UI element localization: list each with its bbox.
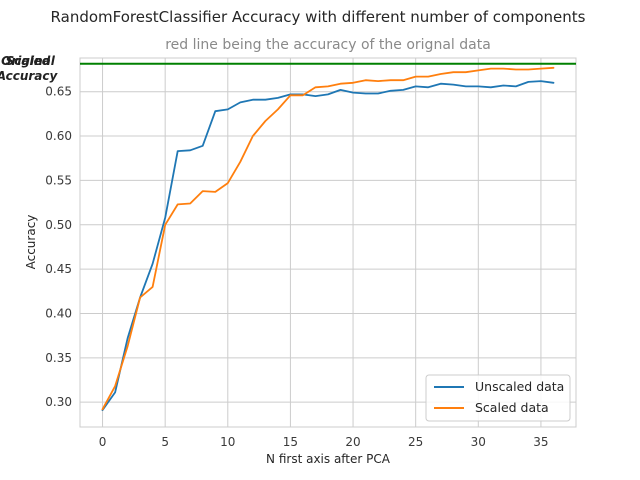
- y-tick-label: 0.35: [45, 351, 72, 365]
- plot-frame: [79, 57, 577, 428]
- reference-label-scaled: Scaled: [6, 54, 51, 68]
- x-tick-label: 0: [99, 435, 107, 449]
- x-tick-label: 5: [161, 435, 169, 449]
- reference-label-accuracy: Accuracy: [0, 69, 58, 83]
- x-tick-labels: 0 5 10 15 20 25 30 35: [99, 435, 549, 449]
- y-tick-label: 0.30: [45, 395, 72, 409]
- chart-subtitle: red line being the accuracy of the orign…: [165, 37, 491, 53]
- y-tick-label: 0.40: [45, 306, 72, 320]
- x-tick-label: 10: [220, 435, 235, 449]
- y-tick-labels: 0.30 0.35 0.40 0.45 0.50 0.55 0.60 0.65: [45, 85, 72, 409]
- grid-lines: [80, 58, 576, 427]
- x-tick-label: 20: [345, 435, 360, 449]
- series-line-unscaled: [101, 80, 555, 412]
- series-lines: [101, 66, 555, 412]
- reference-label-original: Original: [1, 54, 56, 68]
- y-axis-label: Accuracy: [24, 215, 38, 270]
- x-axis-label: N first axis after PCA: [266, 452, 391, 466]
- y-tick-label: 0.45: [45, 262, 72, 276]
- plot-area: [80, 58, 576, 427]
- x-tick-label: 15: [283, 435, 298, 449]
- y-tick-label: 0.50: [45, 218, 72, 232]
- y-tick-label: 0.55: [45, 173, 72, 187]
- x-tick-label: 30: [471, 435, 486, 449]
- series-line-scaled: [101, 66, 555, 411]
- y-tick-label: 0.65: [45, 85, 72, 99]
- legend-label-scaled: Scaled data: [475, 400, 549, 415]
- y-tick-label: 0.60: [45, 129, 72, 143]
- x-tick-label: 35: [533, 435, 548, 449]
- chart-title: RandomForestClassifier Accuracy with dif…: [51, 8, 586, 26]
- legend: Unscaled data Scaled data: [425, 374, 571, 422]
- x-tick-label: 25: [408, 435, 423, 449]
- legend-label-unscaled: Unscaled data: [475, 379, 564, 394]
